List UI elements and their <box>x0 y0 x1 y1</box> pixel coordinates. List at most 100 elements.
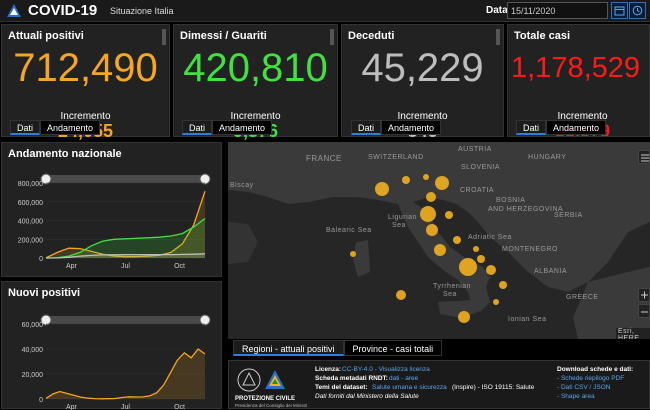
stat-title: Attuali positivi <box>8 30 84 42</box>
series-line-1 <box>45 217 206 259</box>
y-tick-label: 400,000 <box>18 219 43 226</box>
date-label: Data <box>486 5 508 16</box>
download-csv-link[interactable]: - Dati CSV / JSON <box>557 384 611 391</box>
y-tick-label: 20,000 <box>22 372 44 379</box>
land-greece <box>573 267 650 339</box>
map-list-button[interactable] <box>638 150 650 164</box>
land-west <box>228 222 258 264</box>
protezione-civile-logo-icon <box>7 4 21 17</box>
stat-increment-label: Incremento <box>230 111 281 122</box>
series-area <box>46 218 205 258</box>
licenza-link[interactable]: CC-BY-4.0 - Visualizza licenza <box>342 366 430 373</box>
tab-dati[interactable]: Dati <box>351 120 382 135</box>
fonte-label: Dati forniti dal Ministero della Salute <box>315 393 419 400</box>
slider-handle-end[interactable] <box>199 173 211 185</box>
temi-link[interactable]: Salute umana e sicurezza <box>372 384 447 391</box>
date-input[interactable] <box>507 2 608 19</box>
stat-value: 1,178,529 <box>511 52 641 84</box>
presidenza-label: Presidenza del Consiglio dei Ministri <box>235 403 308 408</box>
stat-panel-totale: Totale casi 1,178,529 Incremento 33,979 <box>507 24 650 137</box>
map-label-bosnia: BOSNIA <box>496 197 526 204</box>
series-line-0 <box>45 348 206 400</box>
chart-nuovi-positivi: 60,000 40,000 20,000 0 Apr Jul Oct <box>22 314 211 410</box>
clock-icon <box>632 5 643 16</box>
footer: PROTEZIONE CIVILE Presidenza del Consigl… <box>228 360 650 409</box>
scheda-label: Scheda metadati RNDT: <box>315 375 388 382</box>
map-canvas <box>228 142 650 339</box>
tab-regioni[interactable]: Regioni - attuali positivi <box>233 340 344 356</box>
map-label-tyrrhenian: Tyrrhenian <box>433 283 472 290</box>
stat-value: 712,490 <box>13 46 158 90</box>
stat-title: Totale casi <box>514 30 571 42</box>
region-bubbles <box>350 174 507 323</box>
app-subtitle: Situazione Italia <box>110 6 174 16</box>
map-label-france: FRANCE <box>306 154 342 163</box>
stat-value: 45,229 <box>361 46 484 90</box>
stat-increment-label: Incremento <box>557 111 608 122</box>
y-tick-label: 200,000 <box>18 237 43 244</box>
slider-handle-start[interactable] <box>40 314 52 326</box>
zoom-out-button[interactable] <box>638 304 650 318</box>
tab-dati[interactable]: Dati <box>182 120 213 135</box>
tab-andamento[interactable]: Andamento <box>381 120 442 135</box>
scrollbar[interactable] <box>330 29 334 45</box>
calendar-button[interactable] <box>611 2 628 19</box>
scrollbar[interactable] <box>162 29 166 45</box>
x-tick-label: Jul <box>121 404 130 410</box>
temi-extra: (Inspire) - ISO 19115: Salute <box>452 384 535 391</box>
map[interactable]: FRANCE SWITZERLAND AUSTRIA SLOVENIA HUNG… <box>228 142 650 339</box>
map-label-adriatic: Adriatic Sea <box>468 234 512 241</box>
tab-andamento[interactable]: Andamento <box>546 120 607 135</box>
land-north <box>228 142 650 292</box>
scheda-link[interactable]: dati - aree <box>389 375 419 382</box>
stat-tabs-deceduti: Dati Andamento <box>351 120 442 135</box>
download-pdf-link[interactable]: - Schede riepilogo PDF <box>557 375 625 382</box>
tab-dati[interactable]: Dati <box>10 120 41 135</box>
x-tick-label: Apr <box>66 404 78 410</box>
slider-handle-start[interactable] <box>40 173 52 185</box>
map-attribution: Esri, HERE <box>616 328 650 339</box>
time-slider-track[interactable] <box>46 175 205 183</box>
stat-panel-guariti: Dimessi / Guariti 420,810 Incremento 9,3… <box>173 24 338 141</box>
stat-tabs-guariti: Dati Andamento <box>182 120 273 135</box>
chart-panel-nuovi: Nuovi positivi 60,000 40,000 20,000 0 Apr Jul… <box>1 281 222 410</box>
stat-tabs-totale: Dati Andamento <box>516 120 607 135</box>
y-tick-label: 60,000 <box>22 322 44 329</box>
time-slider-track[interactable] <box>46 316 205 324</box>
stat-tabs-attuali: Dati Andamento <box>10 120 101 135</box>
stat-increment-label: Incremento <box>60 111 111 122</box>
map-label-slovenia: SLOVENIA <box>461 164 501 171</box>
temi-label: Temi del dataset: <box>315 384 368 391</box>
tab-dati[interactable]: Dati <box>516 120 547 135</box>
protezione-civile-emblem-icon <box>237 368 285 392</box>
minus-icon <box>641 311 648 313</box>
tab-province[interactable]: Province - casi totali <box>343 340 443 356</box>
x-tick-label: Apr <box>66 263 78 270</box>
map-label-montenegro: MONTENEGRO <box>502 246 558 253</box>
y-tick-label: 40,000 <box>22 347 44 354</box>
list-icon <box>641 154 649 162</box>
stat-title: Dimessi / Guariti <box>180 30 267 42</box>
history-button[interactable] <box>629 2 646 19</box>
chart-panel-andamento: Andamento nazionale 800,000 600,000 400,00… <box>1 142 222 277</box>
map-label-serbia: SERBIA <box>554 212 583 219</box>
y-tick-label: 600,000 <box>18 200 43 207</box>
download-shape-link[interactable]: - Shape area <box>557 393 595 400</box>
map-label-croatia: CROATIA <box>460 187 495 194</box>
tab-andamento[interactable]: Andamento <box>40 120 101 135</box>
map-label-austria: AUSTRIA <box>458 146 492 153</box>
y-tick-label: 0 <box>39 397 43 404</box>
licenza-label: Licenza: <box>315 366 342 373</box>
zoom-in-button[interactable] <box>638 288 650 302</box>
chart-title: Andamento nazionale <box>8 148 122 160</box>
tab-andamento[interactable]: Andamento <box>212 120 273 135</box>
map-label-hungary: HUNGARY <box>528 154 567 161</box>
stat-value: 420,810 <box>183 46 328 90</box>
app-title: COVID-19 <box>28 2 98 19</box>
map-label-sea2: Sea <box>443 291 457 298</box>
scrollbar[interactable] <box>496 29 500 45</box>
map-label-biscay: Biscay <box>230 182 254 189</box>
chart-andamento-nazionale: 800,000 600,000 400,000 200,000 0 Apr Jul Oct <box>18 173 211 270</box>
map-label-balearic: Balearic Sea <box>326 227 372 234</box>
slider-handle-end[interactable] <box>199 314 211 326</box>
